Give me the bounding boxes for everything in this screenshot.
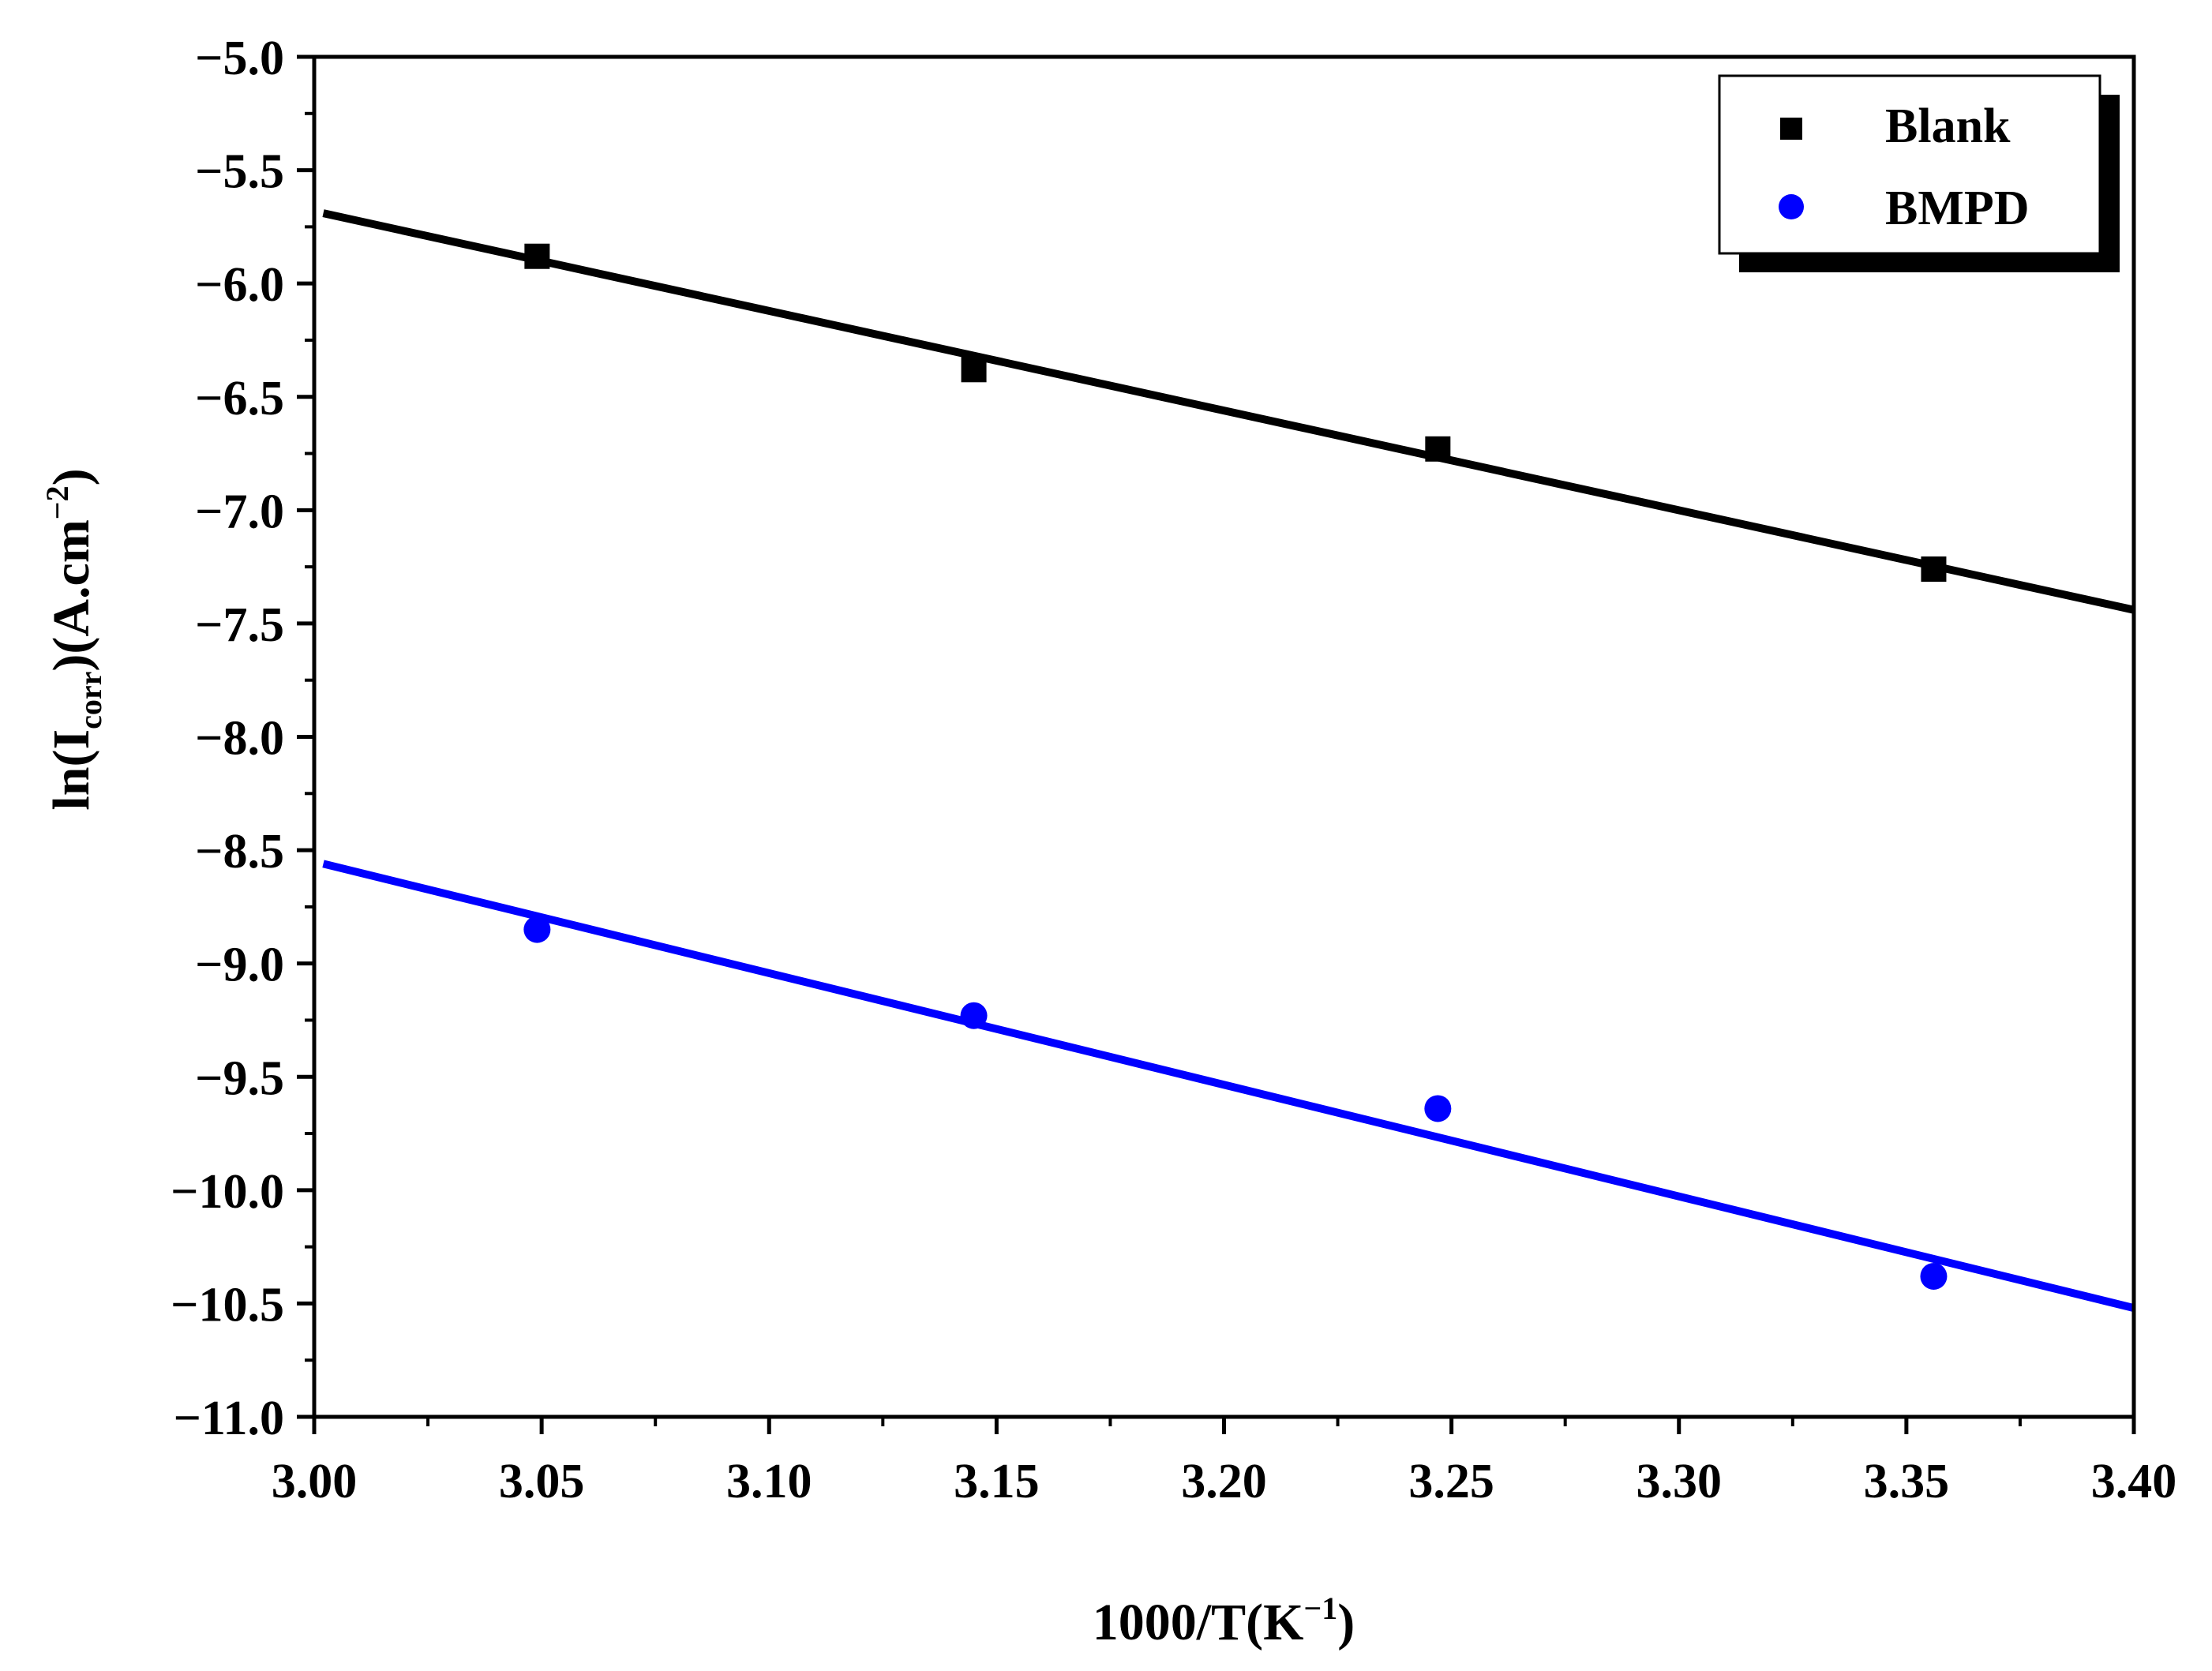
- x-tick-label: 3.35: [1864, 1455, 1950, 1508]
- y-tick-label: −9.5: [195, 1051, 284, 1105]
- y-tick-label: −6.5: [195, 372, 284, 425]
- y-axis-label-sub: corr: [73, 672, 108, 729]
- legend-marker-blank: [1780, 118, 1802, 140]
- point-blank: [1921, 556, 1947, 582]
- data-points: [523, 243, 1948, 1290]
- y-axis-label: ln(Icorr)(A.cm−2): [39, 468, 108, 810]
- y-tick-label: −7.0: [195, 485, 284, 538]
- y-tick-label: −10.5: [171, 1278, 284, 1332]
- y-axis-label-close: ): [43, 468, 100, 485]
- x-tick-label: 3.15: [954, 1455, 1040, 1508]
- y-tick-label: −8.5: [195, 825, 284, 879]
- legend-label-bmpd: BMPD: [1885, 182, 2030, 235]
- point-bmpd: [1424, 1095, 1452, 1122]
- plot-frame: [312, 54, 2136, 1419]
- legend: Blank BMPD: [1718, 74, 2120, 272]
- x-axis-label: 1000/T(K−1): [1093, 1590, 1355, 1651]
- point-blank: [524, 243, 550, 269]
- fit-lines: [322, 209, 2135, 1313]
- y-axis-label-sup: −2: [39, 485, 75, 519]
- legend-label-blank: Blank: [1885, 99, 2011, 153]
- y-tick-label: −9.0: [195, 939, 284, 992]
- point-blank: [1425, 436, 1451, 462]
- x-tick-label: 3.05: [499, 1455, 585, 1508]
- fit-line-blank: [322, 209, 2135, 614]
- x-tick-label: 3.10: [726, 1455, 812, 1508]
- legend-marker-bmpd: [1779, 194, 1804, 219]
- y-tick-label: −8.0: [195, 712, 284, 766]
- x-axis-label-base: 1000/T(K: [1093, 1594, 1304, 1651]
- y-tick-label: −7.5: [195, 598, 284, 652]
- x-axis-label-sup: −1: [1303, 1590, 1337, 1626]
- legend-box: [1718, 74, 2101, 255]
- x-tick-label: 3.30: [1637, 1455, 1723, 1508]
- y-tick-label: −6.0: [195, 258, 284, 312]
- point-bmpd: [523, 916, 551, 943]
- x-tick-label: 3.25: [1408, 1455, 1494, 1508]
- y-tick-label: −10.0: [171, 1165, 284, 1219]
- fit-line-bmpd: [322, 860, 2135, 1313]
- y-tick-label: −11.0: [174, 1392, 284, 1445]
- y-tick-label: −5.5: [195, 145, 284, 199]
- y-axis-label-pre: ln(I: [43, 729, 100, 811]
- x-tick-label: 3.00: [272, 1455, 358, 1508]
- y-tick-label: −5.0: [195, 32, 284, 85]
- y-axis-label-mid: )(A.cm: [43, 519, 100, 671]
- x-tick-label: 3.20: [1181, 1455, 1267, 1508]
- x-tick-label: 3.40: [2091, 1455, 2177, 1508]
- point-bmpd: [1920, 1262, 1948, 1290]
- ticks-layer: 3.00 3.05 3.10 3.15 3.20 3.25 3.30 3.35 3.40 −5.0…: [171, 32, 2176, 1508]
- x-axis-label-close: ): [1337, 1594, 1355, 1651]
- point-blank: [961, 357, 987, 383]
- point-bmpd: [960, 1002, 988, 1029]
